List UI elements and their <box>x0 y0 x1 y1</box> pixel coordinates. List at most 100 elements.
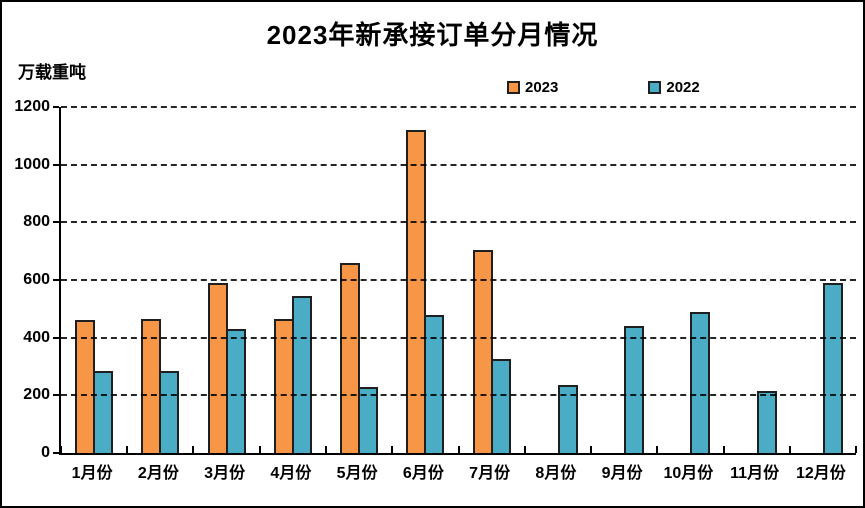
x-tick-mark-6 <box>457 446 460 453</box>
bar-group-1月份 <box>61 107 127 453</box>
y-tick-mark-1000 <box>53 163 59 166</box>
y-axis-tick-label-200: 200 <box>23 386 50 404</box>
x-axis-label-5月份: 5月份 <box>336 465 378 482</box>
bar-2022-9月份 <box>624 326 645 453</box>
bar-group-3月份 <box>194 107 260 453</box>
bar-pair-1月份 <box>75 107 114 453</box>
bar-2022-1月份 <box>93 370 114 453</box>
gridline-800 <box>61 221 856 224</box>
plot-area <box>53 106 857 455</box>
y-axis-tick-label-800: 800 <box>23 213 50 231</box>
x-tick-mark-5 <box>391 446 394 453</box>
bar-group-5月份 <box>326 107 392 453</box>
gridline-1000 <box>61 163 856 166</box>
x-axis-label-9月份: 9月份 <box>601 465 643 482</box>
legend-swatch-2022-icon <box>648 81 662 94</box>
bar-group-7月份 <box>459 107 525 453</box>
bar-group-9月份 <box>591 107 657 453</box>
y-axis-tick-label-0: 0 <box>41 444 50 461</box>
x-axis-label-11月份: 11月份 <box>730 465 780 482</box>
legend: 2023 2022 <box>507 79 700 96</box>
bar-group-11月份 <box>724 107 790 453</box>
bar-pair-5月份 <box>340 107 379 453</box>
x-axis-labels: 1月份 2月份 3月份 4月份 5月份 6月份 7月份 8月份 9月份 10月份 11月份 12月份 <box>59 459 854 483</box>
bar-group-12月份 <box>790 107 856 453</box>
legend-item-2022: 2022 <box>648 79 700 96</box>
x-axis-label-7月份: 7月份 <box>469 465 511 482</box>
bar-pair-12月份 <box>803 107 843 453</box>
x-axis-label-1月份: 1月份 <box>71 465 113 482</box>
bar-2023-4月份 <box>273 318 294 453</box>
x-tick-mark-9 <box>656 446 659 453</box>
x-axis-label-2月份: 2月份 <box>137 465 179 482</box>
y-tick-mark-800 <box>53 221 59 224</box>
x-tick-mark-4 <box>324 446 327 453</box>
bar-2022-8月份 <box>557 385 578 453</box>
x-tick-mark-3 <box>258 446 261 453</box>
bar-group-8月份 <box>525 107 591 453</box>
y-axis-tick-label-1200: 1200 <box>14 98 50 115</box>
legend-label-2023: 2023 <box>525 79 559 96</box>
bar-pair-11月份 <box>737 107 777 453</box>
x-axis-label-4月份: 4月份 <box>270 465 312 482</box>
legend-item-2023: 2023 <box>507 79 558 96</box>
bar-pair-2月份 <box>141 107 180 453</box>
bar-pair-6月份 <box>406 107 445 453</box>
x-tick-mark-10 <box>722 446 725 453</box>
x-tick-mark-7 <box>523 446 526 453</box>
x-axis-label-6月份: 6月份 <box>402 465 444 482</box>
bar-pair-4月份 <box>273 107 312 453</box>
y-tick-mark-200 <box>53 394 59 397</box>
bar-pair-9月份 <box>604 107 645 453</box>
chart-title: 2023年新承接订单分月情况 <box>266 20 599 50</box>
x-tick-mark-1 <box>126 446 129 453</box>
bar-2022-7月份 <box>490 359 511 453</box>
legend-swatch-2023-icon <box>507 81 520 94</box>
legend-label-2022: 2022 <box>666 79 700 96</box>
gridline-600 <box>61 279 856 281</box>
x-tick-mark-2 <box>192 446 195 453</box>
x-axis-label-12月份: 12月份 <box>795 465 846 482</box>
gridline-200 <box>61 394 856 397</box>
x-tick-mark-0 <box>60 446 62 453</box>
bar-2022-6月份 <box>424 314 445 453</box>
bar-2022-2月份 <box>159 370 180 453</box>
bar-pair-3月份 <box>207 107 246 453</box>
x-axis-label-3月份: 3月份 <box>204 465 246 482</box>
bar-2023-7月份 <box>472 249 493 453</box>
bar-2022-3月份 <box>225 329 246 453</box>
bar-group-2月份 <box>127 107 193 453</box>
x-axis-label-10月份: 10月份 <box>663 465 714 482</box>
bar-pair-8月份 <box>538 107 578 453</box>
bar-2022-12月份 <box>822 282 843 453</box>
y-tick-mark-400 <box>53 336 59 339</box>
bar-2022-11月份 <box>756 391 777 453</box>
x-tick-mark-12 <box>855 446 857 453</box>
bar-2022-5月份 <box>358 386 379 453</box>
y-axis-tick-label-400: 400 <box>23 328 50 346</box>
bar-groups <box>61 107 856 453</box>
y-axis-unit-label: 万载重吨 <box>18 63 86 82</box>
bar-2023-1月份 <box>75 320 96 453</box>
y-axis-tick-label-600: 600 <box>23 271 50 288</box>
bar-2022-4月份 <box>291 295 312 453</box>
x-axis-label-8月份: 8月份 <box>535 465 577 482</box>
y-tick-mark-600 <box>53 279 59 281</box>
bar-2023-2月份 <box>141 318 162 453</box>
x-tick-mark-8 <box>589 446 592 453</box>
bar-pair-7月份 <box>472 107 511 453</box>
bar-2023-3月份 <box>207 282 228 453</box>
bar-group-4月份 <box>260 107 326 453</box>
x-tick-mark-11 <box>788 446 791 453</box>
gridline-1200 <box>61 106 856 108</box>
bar-2023-5月份 <box>340 262 361 453</box>
bar-2022-10月份 <box>690 311 711 453</box>
bar-group-10月份 <box>657 107 723 453</box>
y-axis-tick-label-1000: 1000 <box>14 155 50 173</box>
y-tick-mark-1200 <box>53 106 59 108</box>
gridline-400 <box>61 336 856 339</box>
bar-group-6月份 <box>392 107 458 453</box>
bar-2023-6月份 <box>406 130 427 453</box>
y-tick-mark-0 <box>53 452 59 454</box>
